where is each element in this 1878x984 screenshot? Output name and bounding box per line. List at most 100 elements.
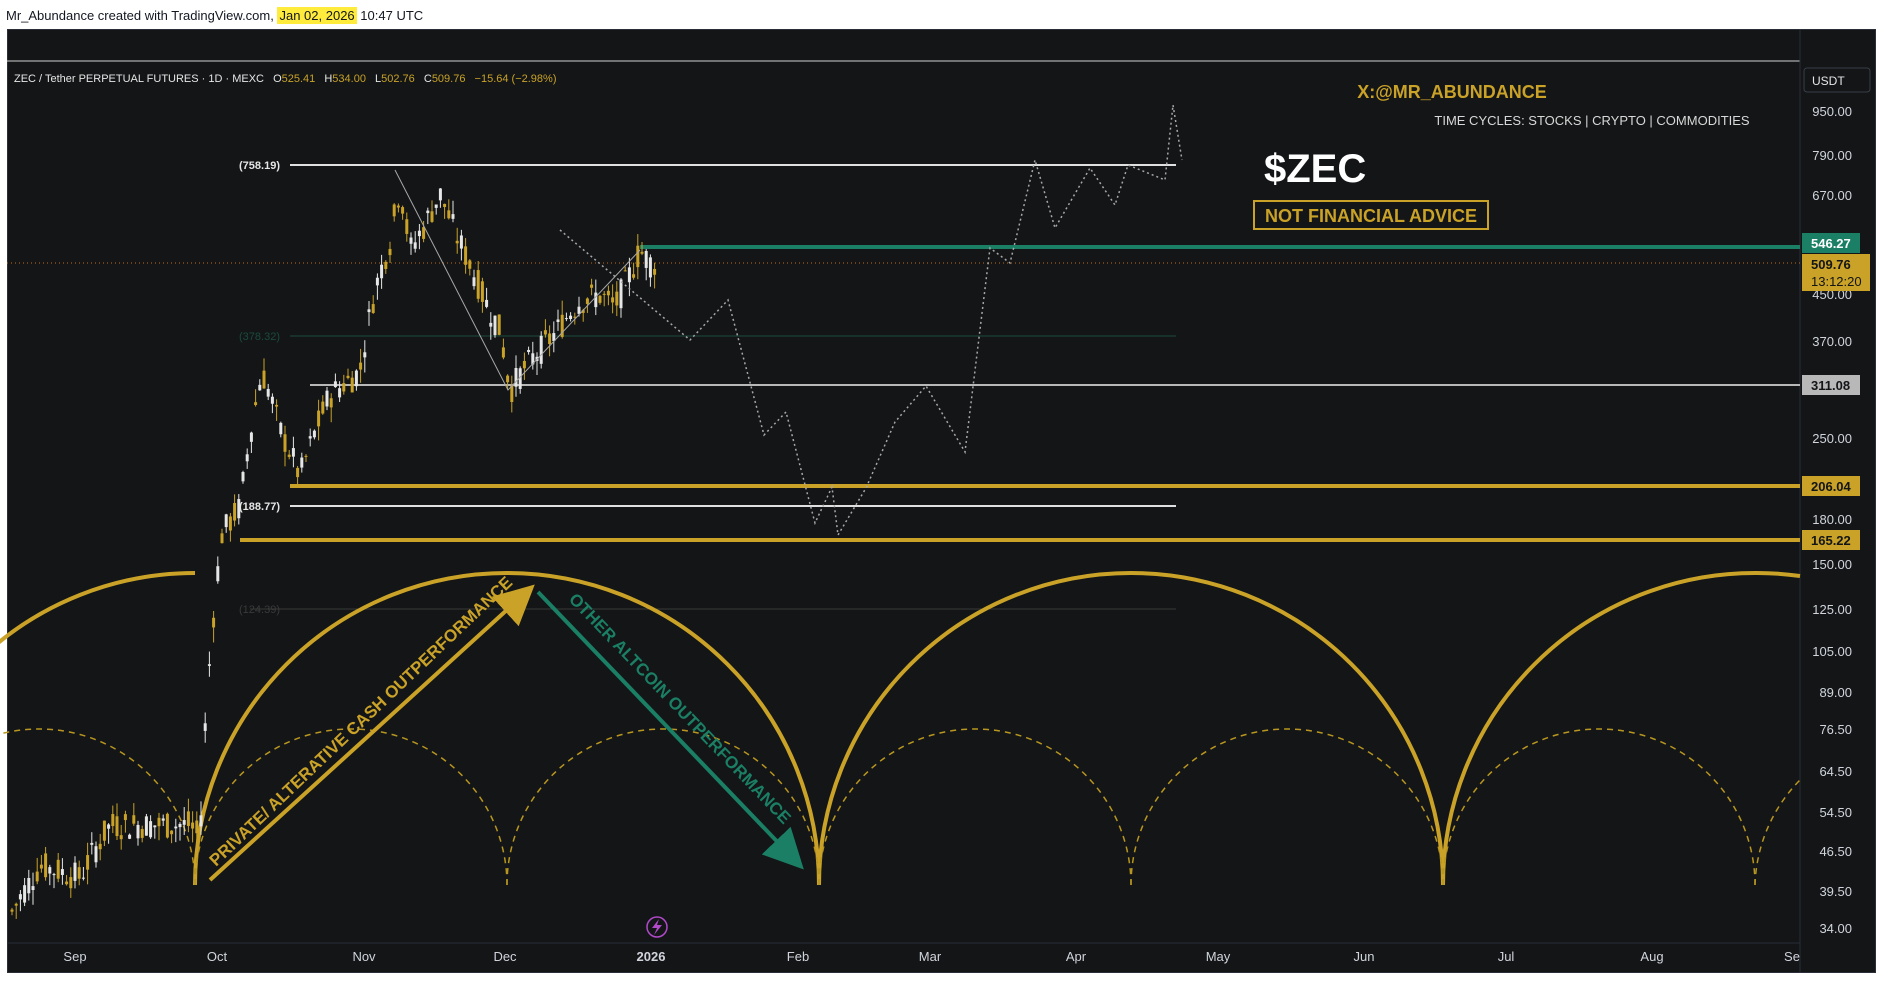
candle-body: [31, 886, 35, 890]
candle-body: [94, 846, 98, 863]
candle-body: [506, 375, 510, 383]
currency-label[interactable]: USDT: [1812, 74, 1845, 88]
y-tick-150: 150.00: [1812, 557, 1852, 572]
candle-body: [342, 383, 346, 392]
y-tick-64: 64.50: [1819, 764, 1852, 779]
candle-body: [380, 264, 384, 279]
bottom-strip: [0, 974, 1878, 984]
outperformance-arrow-up: [208, 584, 535, 882]
candle-body: [254, 402, 258, 406]
candle-body: [233, 503, 237, 521]
cycle-arc-3: [1441, 570, 1801, 886]
candle-body: [186, 811, 190, 826]
legend-o-label: O: [273, 73, 282, 85]
swing-line: [394, 169, 641, 391]
candle-body: [321, 401, 325, 414]
tag-546: 546.27: [1811, 236, 1851, 251]
candle-body: [363, 352, 367, 358]
candle-body: [35, 871, 39, 882]
candle-body: [455, 240, 459, 244]
legend-open: 525.41: [282, 73, 316, 85]
y-axis: 950.00 790.00 670.00 450.00 370.00 250.0…: [1812, 104, 1852, 936]
x-tick-nov: Nov: [352, 949, 376, 964]
candle-body: [111, 814, 115, 827]
candle-body: [291, 448, 295, 457]
candle-body: [354, 370, 358, 387]
watermark-subtitle: TIME CYCLES: STOCKS | CRYPTO | COMMODITI…: [1434, 113, 1750, 128]
candle-body: [564, 318, 568, 320]
candle-body: [338, 388, 342, 398]
candle-body: [598, 295, 602, 303]
candle-body: [392, 204, 396, 217]
candle-body: [333, 381, 337, 388]
candle-body: [573, 316, 577, 318]
x-tick-oct: Oct: [207, 949, 228, 964]
legend-c-label: C: [424, 73, 432, 85]
legend-h-label: H: [324, 73, 332, 85]
candle-body: [258, 384, 262, 391]
candle-body: [69, 877, 73, 889]
x-tick-apr: Apr: [1066, 949, 1087, 964]
lightning-icon[interactable]: [646, 916, 668, 938]
candle-body: [476, 270, 480, 299]
candle-body: [577, 306, 581, 314]
x-tick-2026: 2026: [637, 949, 666, 964]
candle-body: [56, 859, 60, 879]
candle-body: [619, 279, 623, 309]
candlestick-series: [10, 188, 657, 919]
major-cycle-arcs: [0, 570, 1801, 886]
candle-body: [237, 499, 241, 519]
candle-body: [413, 242, 417, 249]
fib-label-188: (188.77): [239, 501, 280, 513]
candle-body: [52, 874, 56, 876]
x-tick-may: May: [1206, 949, 1231, 964]
candle-body: [27, 877, 31, 894]
y-tick-76: 76.50: [1819, 722, 1852, 737]
candle-body: [283, 434, 287, 452]
fib-levels: (758.19) (378.32) (188.77) (124.39): [239, 160, 1176, 616]
candle-body: [325, 390, 329, 407]
candle-body: [653, 268, 657, 275]
candle-body: [10, 909, 14, 912]
currency-selector[interactable]: [1803, 67, 1871, 93]
candle-body: [627, 267, 631, 283]
candle-body: [531, 353, 535, 365]
candle-body: [115, 816, 119, 837]
symbol-legend: ZEC / Tether PERPETUAL FUTURES · 1D · ME…: [14, 73, 556, 85]
candle-body: [86, 855, 90, 870]
price-tags: 546.27 509.76 13:12:20 311.08 206.04 165…: [1802, 233, 1870, 550]
watermark-handle: X:@MR_ABUNDANCE: [1357, 82, 1547, 102]
y-tick-39: 39.50: [1819, 884, 1852, 899]
candle-body: [480, 281, 484, 302]
header-bar: Mr_Abundance created with TradingView.co…: [0, 0, 1878, 29]
minor-arc-2: [506, 728, 820, 886]
candle-body: [585, 298, 589, 304]
x-tick-mar: Mar: [919, 949, 942, 964]
tag-509-countdown: 13:12:20: [1811, 274, 1862, 289]
candle-body: [426, 210, 430, 214]
candle-body: [384, 261, 388, 270]
candle-body: [132, 815, 136, 824]
candle-body: [543, 330, 547, 335]
candle-body: [161, 818, 165, 821]
chart-frame[interactable]: [7, 29, 1876, 973]
candle-body: [388, 248, 392, 256]
minor-arc-0: [0, 728, 196, 886]
annotation-private-cash: PRIVATE/ ALTERATIVE CASH OUTPERFORMANCE: [206, 573, 517, 870]
candle-body: [501, 347, 505, 358]
y-tick-89: 89.00: [1819, 685, 1852, 700]
legend-high: 534.00: [332, 73, 366, 85]
header-attribution: Mr_Abundance created with TradingView.co…: [6, 7, 423, 24]
candle-body: [207, 664, 211, 666]
candle-body: [60, 869, 64, 875]
candle-body: [149, 821, 153, 838]
tag-509-bg: [1802, 254, 1870, 291]
y-tick-790: 790.00: [1812, 148, 1852, 163]
minor-arc-5: [1442, 728, 1756, 886]
candle-body: [136, 824, 140, 839]
candle-body: [367, 309, 371, 313]
candle-body: [422, 227, 426, 239]
candle-body: [581, 310, 585, 313]
candle-body: [472, 277, 476, 287]
